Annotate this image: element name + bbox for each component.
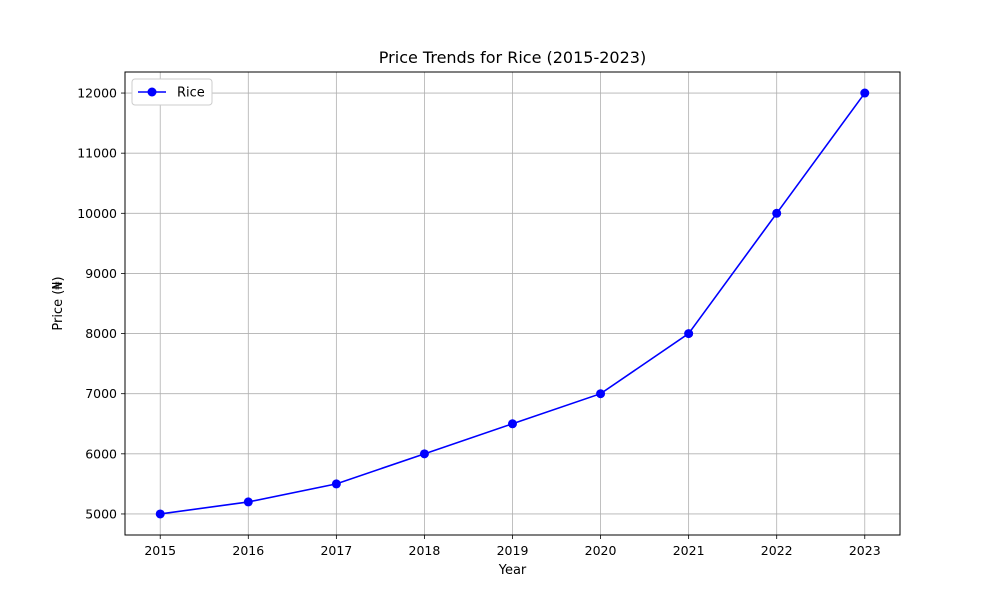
axis-ticks: 2015 2016 2017 2018 2019 2020 2021 2022 2023 5000… xyxy=(77,86,880,558)
data-point xyxy=(772,208,782,218)
legend-box xyxy=(131,78,213,106)
x-tick-label: 2022 xyxy=(761,543,793,558)
series-layer xyxy=(155,88,870,519)
data-point xyxy=(155,509,165,519)
y-tick-label: 7000 xyxy=(85,386,117,401)
x-tick-label: 2019 xyxy=(497,543,529,558)
y-axis-label: Price (₦) xyxy=(51,276,66,330)
y-tick-label: 6000 xyxy=(85,446,117,461)
data-point xyxy=(860,88,870,98)
data-point xyxy=(508,419,517,429)
data-point xyxy=(331,479,341,489)
y-tick-label: 10000 xyxy=(77,206,117,221)
x-tick-label: 2016 xyxy=(232,543,264,558)
x-axis-label: Year xyxy=(498,563,527,578)
x-tick-label: 2021 xyxy=(673,543,705,558)
data-point xyxy=(243,497,253,507)
y-tick-label: 11000 xyxy=(77,146,117,161)
y-tick-label: 5000 xyxy=(85,506,117,521)
x-tick-label: 2018 xyxy=(409,543,441,558)
x-tick-label: 2015 xyxy=(144,543,176,558)
chart-title: Price Trends for Rice (2015-2023) xyxy=(379,48,646,67)
grid xyxy=(125,72,900,535)
x-tick-label: 2023 xyxy=(849,543,881,558)
legend-marker-swatch xyxy=(147,87,157,97)
legend-entry-label: Rice xyxy=(177,86,205,101)
x-tick-label: 2020 xyxy=(585,543,617,558)
y-tick-label: 9000 xyxy=(85,266,117,281)
legend: Rice xyxy=(131,78,213,106)
data-point xyxy=(684,329,694,339)
y-tick-label: 12000 xyxy=(77,86,117,101)
x-tick-label: 2017 xyxy=(320,543,352,558)
y-tick-label: 8000 xyxy=(85,326,117,341)
data-point xyxy=(419,449,429,459)
data-point xyxy=(596,389,606,399)
